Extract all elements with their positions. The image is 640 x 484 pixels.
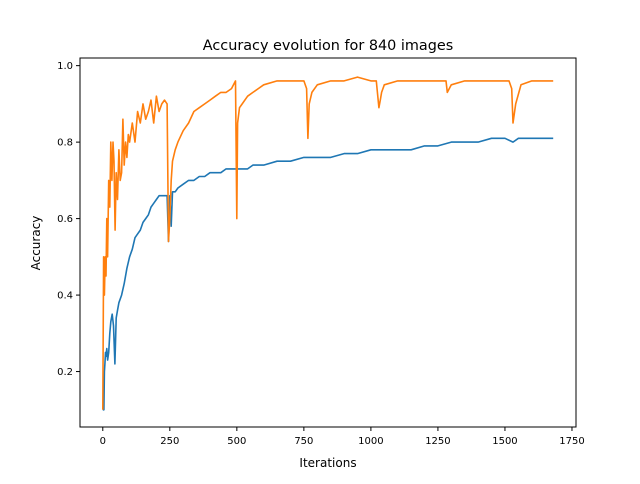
- x-tick-label: 750: [294, 436, 313, 447]
- y-tick-label: 0.2: [57, 367, 73, 378]
- x-tick-label: 1250: [425, 436, 450, 447]
- y-tick-label: 0.6: [57, 214, 73, 225]
- y-tick-label: 0.8: [57, 138, 73, 149]
- plot-frame: [79, 57, 577, 428]
- x-tick-label: 1500: [492, 436, 517, 447]
- y-tick-label: 0.4: [57, 291, 73, 302]
- x-tick-label: 0: [100, 436, 106, 447]
- y-tick-label: 1.0: [57, 61, 73, 72]
- y-axis-label: Accuracy: [29, 216, 43, 271]
- ticks-layer: 0 250 500 750 1000 1250 1500 1750 0.2 0.4 0.6 0.8 1.…: [57, 61, 585, 447]
- series-line-1: [102, 76, 554, 410]
- x-tick-label: 500: [227, 436, 246, 447]
- chart-title: Accuracy evolution for 840 images: [203, 38, 453, 54]
- x-tick-label: 250: [160, 436, 179, 447]
- series-layer: [102, 76, 554, 411]
- x-axis-label: Iterations: [299, 456, 356, 470]
- x-tick-label: 1000: [358, 436, 383, 447]
- x-tick-label: 1750: [559, 436, 584, 447]
- series-line-0: [102, 137, 554, 411]
